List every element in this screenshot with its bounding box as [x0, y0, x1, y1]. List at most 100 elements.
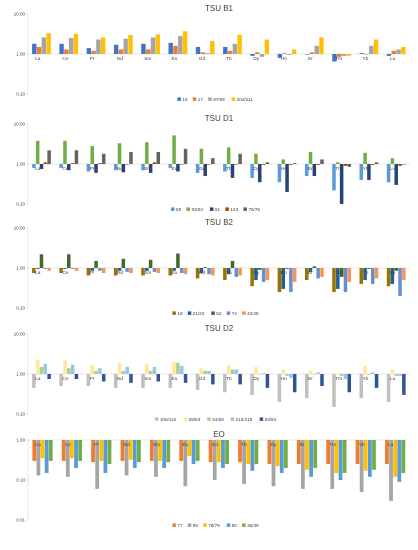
legend-label: 54/58 — [212, 417, 224, 422]
bar — [141, 374, 145, 388]
panel-title: TSU B1 — [205, 4, 234, 13]
y-tick-label: 0.01 — [16, 518, 25, 523]
bar — [128, 34, 133, 54]
bar — [291, 49, 297, 54]
bar — [372, 440, 376, 470]
category-label: Dy — [270, 442, 276, 448]
bar — [90, 268, 94, 271]
y-tick-label: 1.00 — [16, 162, 25, 167]
category-label: La — [35, 442, 41, 448]
bar — [32, 440, 37, 461]
bar — [70, 163, 75, 164]
bar — [223, 46, 228, 54]
bar — [94, 260, 98, 268]
bar — [304, 374, 309, 399]
bar — [265, 162, 270, 164]
bar — [287, 54, 292, 55]
bar — [90, 146, 94, 164]
bar — [63, 360, 67, 374]
bar — [90, 364, 94, 374]
bar — [195, 164, 200, 173]
bar — [261, 268, 266, 282]
category-label: La — [35, 56, 41, 62]
bar — [86, 48, 92, 54]
bar — [285, 164, 289, 192]
category-label: Pr — [90, 270, 95, 276]
bar — [401, 440, 406, 473]
category-label: Tb — [226, 376, 232, 382]
bar — [132, 440, 137, 468]
legend-label: 93/94 — [265, 417, 277, 422]
bar — [113, 374, 118, 388]
bar — [125, 164, 129, 165]
bar — [281, 159, 285, 164]
category-label: Pr — [90, 166, 95, 172]
bar — [221, 440, 225, 468]
bar — [211, 158, 215, 164]
legend-swatch — [243, 207, 247, 211]
legend-swatch — [183, 417, 188, 421]
bar — [208, 440, 213, 463]
bar — [250, 440, 255, 471]
category-label: Yb — [363, 376, 369, 382]
bar — [120, 440, 125, 461]
panel-5: EO 1.00 0.10 0.01 La Ce Pr Nd Sm Eu Gd Tb Dy Er Tm Yb Lu… — [16, 430, 410, 528]
category-label: Dy — [253, 270, 259, 276]
bar — [389, 440, 393, 501]
bar — [32, 164, 36, 168]
bar — [283, 440, 288, 468]
bar — [39, 366, 44, 374]
bar — [343, 268, 348, 293]
bar — [152, 162, 157, 164]
legend-swatch — [172, 523, 176, 527]
bar — [267, 440, 272, 465]
bar — [337, 54, 342, 57]
category-label: Ho — [281, 270, 287, 276]
bar — [359, 440, 364, 493]
bar — [250, 164, 254, 178]
category-label: Yb — [363, 56, 369, 62]
legend-label: 78/79 — [208, 523, 220, 528]
legend-swatch — [242, 523, 246, 527]
legend-label: 50 — [176, 207, 182, 212]
bar — [316, 372, 320, 374]
bar — [168, 164, 173, 168]
bar — [176, 362, 180, 374]
category-label: Ce — [62, 270, 68, 276]
bar — [308, 268, 313, 272]
category-label: Lu — [390, 166, 396, 172]
bar — [339, 374, 344, 376]
legend-swatch — [209, 207, 214, 211]
bar — [250, 54, 255, 56]
bar — [47, 150, 51, 164]
bar — [168, 42, 173, 54]
bar — [70, 268, 75, 269]
bar — [394, 164, 398, 185]
category-label: Gd — [199, 166, 206, 172]
bar — [47, 374, 51, 379]
bar — [47, 268, 51, 271]
bar — [67, 164, 71, 171]
bar — [347, 374, 352, 393]
bar — [336, 162, 340, 164]
bar — [402, 164, 406, 165]
category-label: Nd — [124, 442, 130, 448]
bar — [271, 440, 276, 487]
bar — [148, 370, 153, 374]
bar — [191, 440, 196, 465]
bar — [118, 49, 124, 54]
legend-swatch — [154, 417, 159, 421]
category-label: Ho — [281, 376, 287, 382]
bar — [99, 440, 104, 461]
bar — [281, 268, 285, 289]
bar — [316, 268, 320, 279]
bar — [35, 268, 40, 269]
y-tick-label: 1.00 — [16, 52, 25, 57]
legend-label: 21/23 — [193, 311, 205, 316]
bar — [226, 268, 231, 275]
bar — [226, 365, 231, 374]
category-label: Er — [308, 166, 313, 172]
legend-label: 204/211 — [237, 97, 254, 102]
legend-swatch — [230, 417, 235, 421]
bar — [195, 268, 200, 279]
